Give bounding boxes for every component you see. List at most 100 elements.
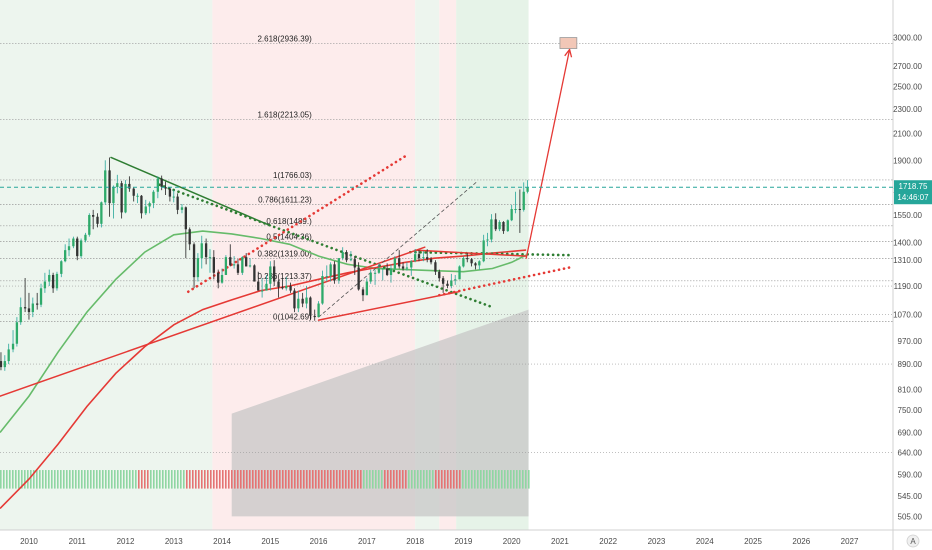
signal-bar	[45, 470, 47, 489]
signal-bar	[162, 470, 164, 489]
signal-bar	[477, 470, 479, 489]
background-zone	[0, 0, 213, 530]
candle-body	[393, 258, 397, 269]
y-tick-label: 1070.00	[893, 311, 922, 320]
candle-body	[55, 273, 59, 289]
signal-bar	[222, 470, 224, 489]
candle-body	[88, 215, 91, 235]
signal-bar	[432, 470, 434, 489]
signal-bar	[489, 470, 491, 489]
signal-bar	[51, 470, 53, 489]
signal-bar	[411, 470, 413, 489]
signal-bar	[144, 470, 146, 489]
signal-bar	[354, 470, 356, 489]
signal-bar	[342, 470, 344, 489]
signal-bar	[276, 470, 278, 489]
candle-body	[345, 252, 348, 261]
candle-body	[7, 349, 10, 362]
signal-bar	[234, 470, 236, 489]
candle-body	[164, 187, 167, 189]
candle-body	[160, 178, 163, 188]
signal-bar	[165, 470, 167, 489]
candle-body	[486, 239, 489, 241]
signal-bar	[288, 470, 290, 489]
signal-bar	[111, 470, 113, 489]
candle-body	[196, 258, 200, 278]
signal-bar	[198, 470, 200, 489]
candle-body	[92, 215, 95, 217]
last-price-value: 1718.75	[899, 182, 928, 191]
signal-bar	[468, 470, 470, 489]
x-tick-label: 2012	[117, 537, 135, 546]
candle-body	[450, 280, 453, 287]
trendline	[317, 290, 460, 321]
fib-level-label: 0.618(1489.)	[266, 217, 312, 226]
signal-bar	[72, 470, 74, 489]
candle-body	[462, 258, 465, 267]
signal-bar	[408, 470, 410, 489]
y-tick-label: 640.00	[898, 449, 923, 458]
signal-bar	[291, 470, 293, 489]
signal-bar	[180, 470, 182, 489]
candle-body	[490, 219, 493, 240]
signal-bar	[510, 470, 512, 489]
candle-body	[84, 234, 87, 241]
fib-level-label: 0.786(1611.23)	[258, 196, 312, 205]
signal-bar	[513, 470, 515, 489]
x-tick-label: 2020	[503, 537, 521, 546]
candle-body	[248, 265, 252, 267]
signal-bar	[327, 470, 329, 489]
signal-bar	[69, 470, 71, 489]
signal-bar	[300, 470, 302, 489]
candle-body	[434, 262, 437, 272]
candle-body	[148, 203, 151, 207]
candle-body	[64, 250, 67, 262]
candle-body	[494, 219, 497, 230]
signal-bar	[231, 470, 233, 489]
signal-bar	[294, 470, 296, 489]
y-tick-label: 3000.00	[893, 34, 922, 43]
candle-body	[458, 266, 461, 280]
candle-body	[253, 265, 256, 282]
signal-bar	[282, 470, 284, 489]
signal-bar	[303, 470, 305, 489]
candle-body	[337, 258, 341, 281]
candle-body	[398, 258, 401, 267]
signal-bar	[444, 470, 446, 489]
fibonacci-levels: 2.618(2936.39) 1.618(2213.05) 1(1766.03) 0.…	[0, 34, 893, 453]
signal-bar	[150, 470, 152, 489]
signal-bar	[135, 470, 137, 489]
candle-body	[136, 195, 139, 197]
x-tick-label: 2017	[358, 537, 376, 546]
auto-scale-icon	[906, 534, 920, 548]
y-tick-label: 750.00	[898, 406, 923, 415]
candle-body	[200, 243, 203, 259]
candle-body	[474, 263, 477, 266]
candle-body	[482, 240, 485, 262]
signal-bar	[336, 470, 338, 489]
signal-bar	[177, 470, 179, 489]
signal-bar	[84, 470, 86, 489]
signal-bar	[369, 470, 371, 489]
signal-bar	[330, 470, 332, 489]
candle-body	[506, 220, 509, 232]
candle-body	[184, 207, 187, 230]
candle-body	[510, 209, 513, 221]
candle-body	[502, 222, 505, 232]
volume-profile-area	[231, 309, 529, 517]
fib-level-label: 0.5(1404.36)	[266, 233, 312, 242]
candle-body	[269, 266, 272, 284]
signal-bar	[522, 470, 524, 489]
candle-body	[132, 188, 135, 196]
x-tick-label: 2018	[406, 537, 424, 546]
trendline	[157, 183, 494, 309]
signal-bar	[105, 470, 107, 489]
candle-body	[11, 343, 15, 350]
signal-bar	[147, 470, 149, 489]
projection-box	[559, 37, 578, 49]
signal-bar	[228, 470, 230, 489]
signal-bar	[60, 470, 62, 489]
signal-bar	[429, 470, 431, 489]
